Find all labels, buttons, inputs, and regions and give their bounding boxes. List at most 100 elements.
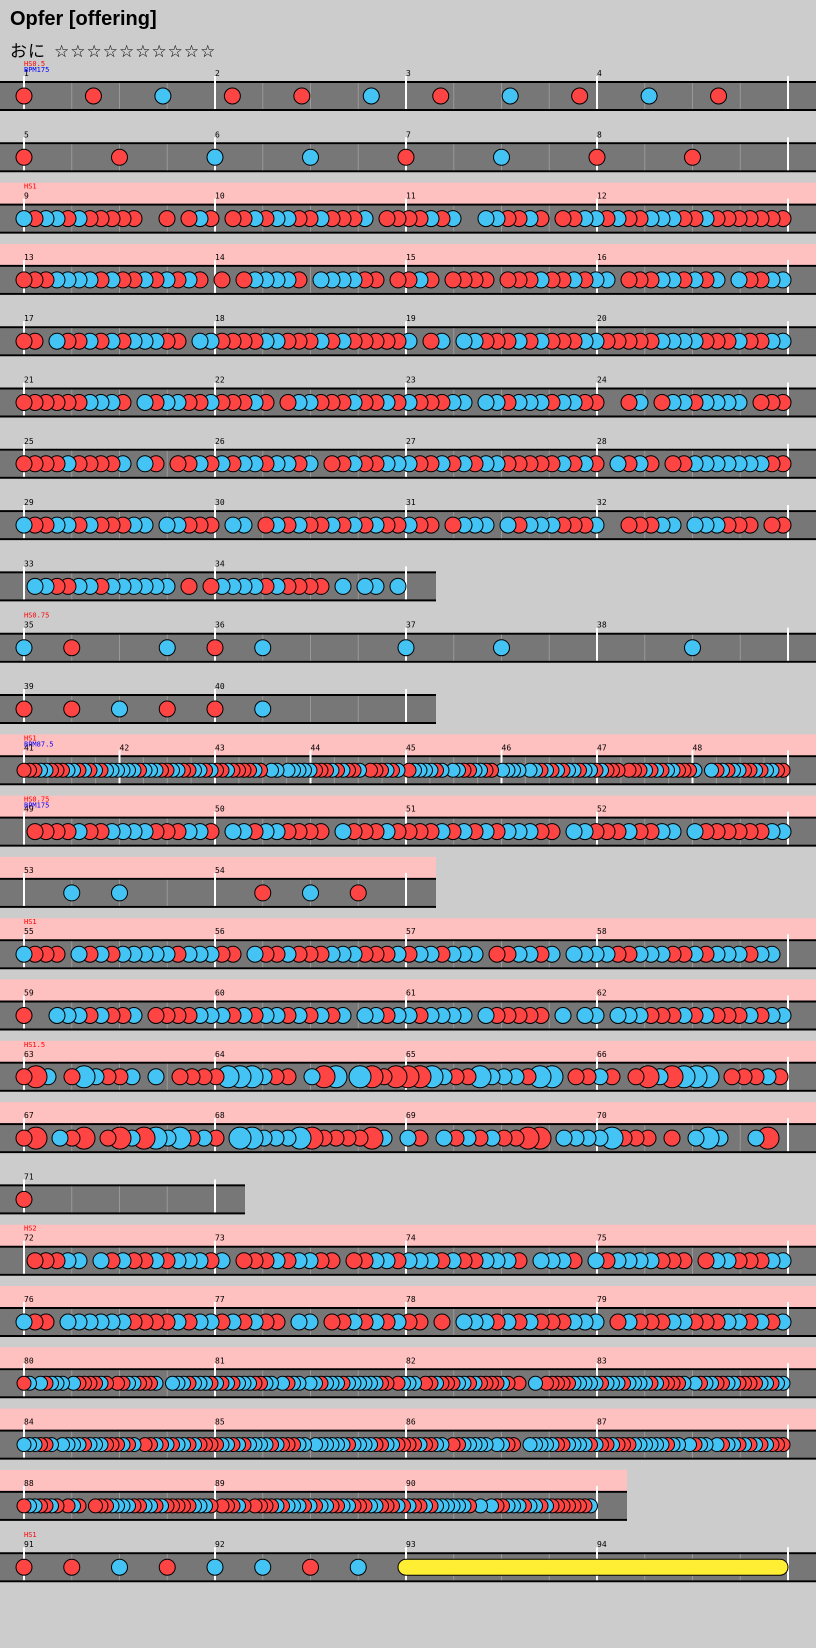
measure-number: 64 bbox=[215, 1050, 225, 1059]
measure-number: 27 bbox=[406, 437, 416, 446]
don-note bbox=[26, 1252, 44, 1270]
measure-number: 12 bbox=[597, 192, 607, 201]
don-note bbox=[169, 455, 187, 473]
ka-note bbox=[136, 455, 154, 473]
ka-note bbox=[63, 884, 81, 902]
don-note bbox=[99, 1129, 117, 1147]
don-note bbox=[15, 271, 33, 289]
don-note bbox=[213, 271, 231, 289]
ka-note bbox=[26, 577, 44, 595]
measure-number: 73 bbox=[215, 1234, 225, 1243]
don-note bbox=[349, 884, 367, 902]
marker-hs: HS2 bbox=[24, 1225, 37, 1233]
measure-number: 55 bbox=[24, 927, 34, 936]
don-note bbox=[723, 1068, 741, 1086]
don-note bbox=[26, 823, 44, 841]
drumroll-bar bbox=[397, 1558, 789, 1576]
measure-number: 5 bbox=[24, 130, 29, 139]
don-note bbox=[206, 639, 224, 657]
hs-band bbox=[0, 856, 436, 879]
ka-note bbox=[532, 1252, 550, 1270]
marker-hs: HS1 bbox=[24, 918, 37, 926]
hs-band bbox=[0, 1102, 816, 1125]
measure-number: 35 bbox=[24, 621, 34, 630]
measure-number: 38 bbox=[597, 621, 607, 630]
measure-number: 14 bbox=[215, 253, 225, 262]
hs-band bbox=[0, 1408, 816, 1431]
measure-number: 42 bbox=[120, 743, 130, 752]
don-note bbox=[223, 87, 241, 105]
ka-note bbox=[147, 1068, 165, 1086]
ka-note bbox=[587, 1252, 605, 1270]
measure-number: 17 bbox=[24, 314, 34, 323]
don-note bbox=[684, 148, 701, 166]
don-note bbox=[224, 210, 242, 228]
don-note bbox=[16, 1375, 32, 1391]
ka-note bbox=[15, 516, 33, 534]
don-note bbox=[293, 87, 311, 105]
don-note bbox=[15, 1129, 33, 1147]
measure-number: 52 bbox=[597, 805, 607, 814]
lane bbox=[0, 1186, 245, 1213]
measure-number: 60 bbox=[215, 989, 225, 998]
ka-note bbox=[687, 1129, 705, 1147]
don-note bbox=[620, 394, 638, 411]
measure-number: 80 bbox=[24, 1356, 34, 1365]
don-note bbox=[15, 455, 33, 473]
ka-note bbox=[15, 945, 33, 963]
measure-number: 39 bbox=[24, 682, 34, 691]
don-note bbox=[111, 148, 128, 166]
measure-number: 84 bbox=[24, 1418, 34, 1427]
measure-number: 54 bbox=[215, 866, 225, 875]
measure-number: 6 bbox=[215, 130, 220, 139]
measure-number: 87 bbox=[597, 1418, 607, 1427]
don-note bbox=[279, 394, 297, 411]
measure-number: 69 bbox=[406, 1111, 416, 1120]
ka-note bbox=[554, 1007, 572, 1024]
ka-note bbox=[303, 1068, 321, 1086]
don-note bbox=[206, 700, 224, 718]
ka-note bbox=[111, 884, 128, 902]
ka-note bbox=[455, 332, 473, 350]
measure-number: 25 bbox=[24, 437, 34, 446]
don-note bbox=[763, 516, 781, 534]
ka-note bbox=[15, 210, 33, 228]
ka-note bbox=[389, 577, 407, 595]
measure-number: 48 bbox=[693, 743, 703, 752]
ka-note bbox=[684, 639, 701, 657]
ka-note bbox=[397, 639, 415, 657]
measure-number: 78 bbox=[406, 1295, 416, 1304]
measure-number: 83 bbox=[597, 1356, 607, 1365]
hs-band bbox=[0, 918, 816, 941]
hs-band bbox=[0, 1224, 816, 1247]
ka-note bbox=[348, 1065, 372, 1089]
don-note bbox=[588, 148, 606, 166]
don-note bbox=[254, 884, 272, 902]
ka-note bbox=[154, 87, 172, 105]
ka-note bbox=[435, 1129, 453, 1147]
measure-number: 50 bbox=[215, 805, 225, 814]
measure-number: 51 bbox=[406, 805, 416, 814]
ka-note bbox=[224, 516, 242, 534]
measure-number: 32 bbox=[597, 498, 607, 507]
ka-note bbox=[246, 945, 264, 963]
measure-number: 88 bbox=[24, 1479, 34, 1488]
ka-note bbox=[356, 577, 374, 595]
measure-number: 7 bbox=[406, 130, 411, 139]
don-note bbox=[488, 945, 506, 963]
measure-number: 15 bbox=[406, 253, 416, 262]
ka-note bbox=[522, 1437, 538, 1453]
measure-number: 45 bbox=[406, 743, 416, 752]
measure-number: 81 bbox=[215, 1356, 225, 1365]
measure-number: 34 bbox=[215, 559, 225, 568]
measure-number: 33 bbox=[24, 559, 34, 568]
ka-note bbox=[455, 1313, 473, 1331]
hs-band bbox=[0, 795, 816, 818]
marker-bpm: BPM87.5 bbox=[24, 740, 54, 748]
measure-number: 2 bbox=[215, 69, 220, 78]
ka-note bbox=[136, 394, 154, 411]
don-note bbox=[84, 87, 102, 105]
don-note bbox=[620, 516, 638, 534]
measure-number: 79 bbox=[597, 1295, 607, 1304]
measure-number: 75 bbox=[597, 1234, 607, 1243]
